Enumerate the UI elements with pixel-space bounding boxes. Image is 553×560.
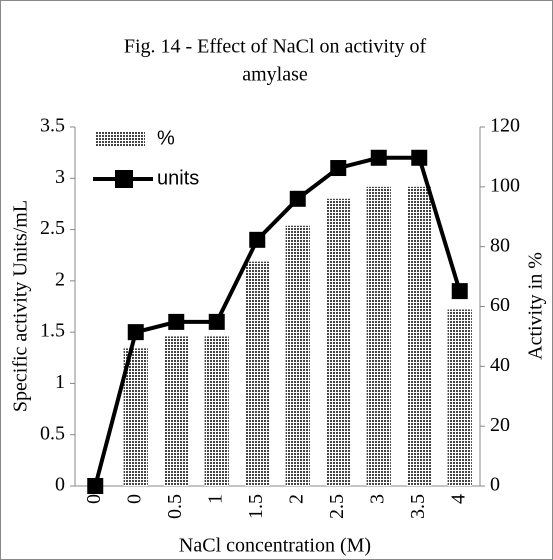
x-tick-label: 0 (123, 494, 145, 504)
bar (245, 261, 270, 486)
x-tick-label: 4 (447, 494, 469, 504)
y-tick-label: 0.5 (40, 422, 65, 444)
y-tick-label: 3 (55, 166, 65, 188)
marker (370, 149, 387, 166)
marker (330, 160, 347, 177)
bar (285, 225, 310, 486)
y2-tick-label: 100 (490, 174, 520, 196)
y-tick-label: 1 (55, 371, 65, 393)
y-tick-label: 2 (55, 268, 65, 290)
marker (289, 190, 306, 207)
legend-swatch (115, 170, 133, 188)
y-tick-label: 0 (55, 474, 65, 496)
y2-axis-label: Activity in % (525, 252, 547, 360)
y2-tick-label: 40 (490, 354, 510, 376)
x-tick-label: 1 (204, 494, 226, 504)
marker (127, 324, 144, 341)
marker (208, 313, 225, 330)
bar (164, 336, 189, 486)
bar (407, 186, 432, 487)
x-tick-label: 3 (366, 494, 388, 504)
x-tick-label: 1.5 (245, 494, 267, 519)
x-tick-label: 2.5 (326, 494, 348, 519)
marker (451, 283, 468, 300)
y2-tick-label: 120 (490, 115, 520, 137)
y-tick-label: 1.5 (40, 320, 65, 342)
marker (249, 231, 266, 248)
bar (123, 348, 148, 486)
chart-title: amylase (242, 64, 308, 86)
y2-tick-label: 20 (490, 414, 510, 436)
marker (411, 149, 428, 166)
bar (326, 198, 351, 487)
y-tick-label: 3.5 (40, 115, 65, 137)
y-axis-label: Specific activity Units/mL (10, 200, 32, 412)
chart-title: Fig. 14 - Effect of NaCl on activity of (124, 36, 427, 58)
y-tick-label: 2.5 (40, 217, 65, 239)
x-tick-label: 0 (83, 494, 105, 504)
legend-label: % (157, 127, 175, 149)
bar (447, 309, 472, 486)
legend-swatch (95, 131, 145, 147)
bar (366, 186, 391, 487)
y2-tick-label: 0 (490, 474, 500, 496)
line (93, 155, 462, 487)
x-axis-label: NaCl concentration (M) (179, 535, 371, 557)
marker (87, 478, 104, 494)
y2-tick-label: 60 (490, 294, 510, 316)
x-tick-label: 3.5 (407, 494, 429, 519)
x-tick-label: 2 (285, 494, 307, 504)
legend-label: units (157, 167, 199, 189)
y2-tick-label: 80 (490, 234, 510, 256)
marker (168, 313, 185, 330)
x-tick-label: 0.5 (164, 494, 186, 519)
bar (204, 336, 229, 486)
